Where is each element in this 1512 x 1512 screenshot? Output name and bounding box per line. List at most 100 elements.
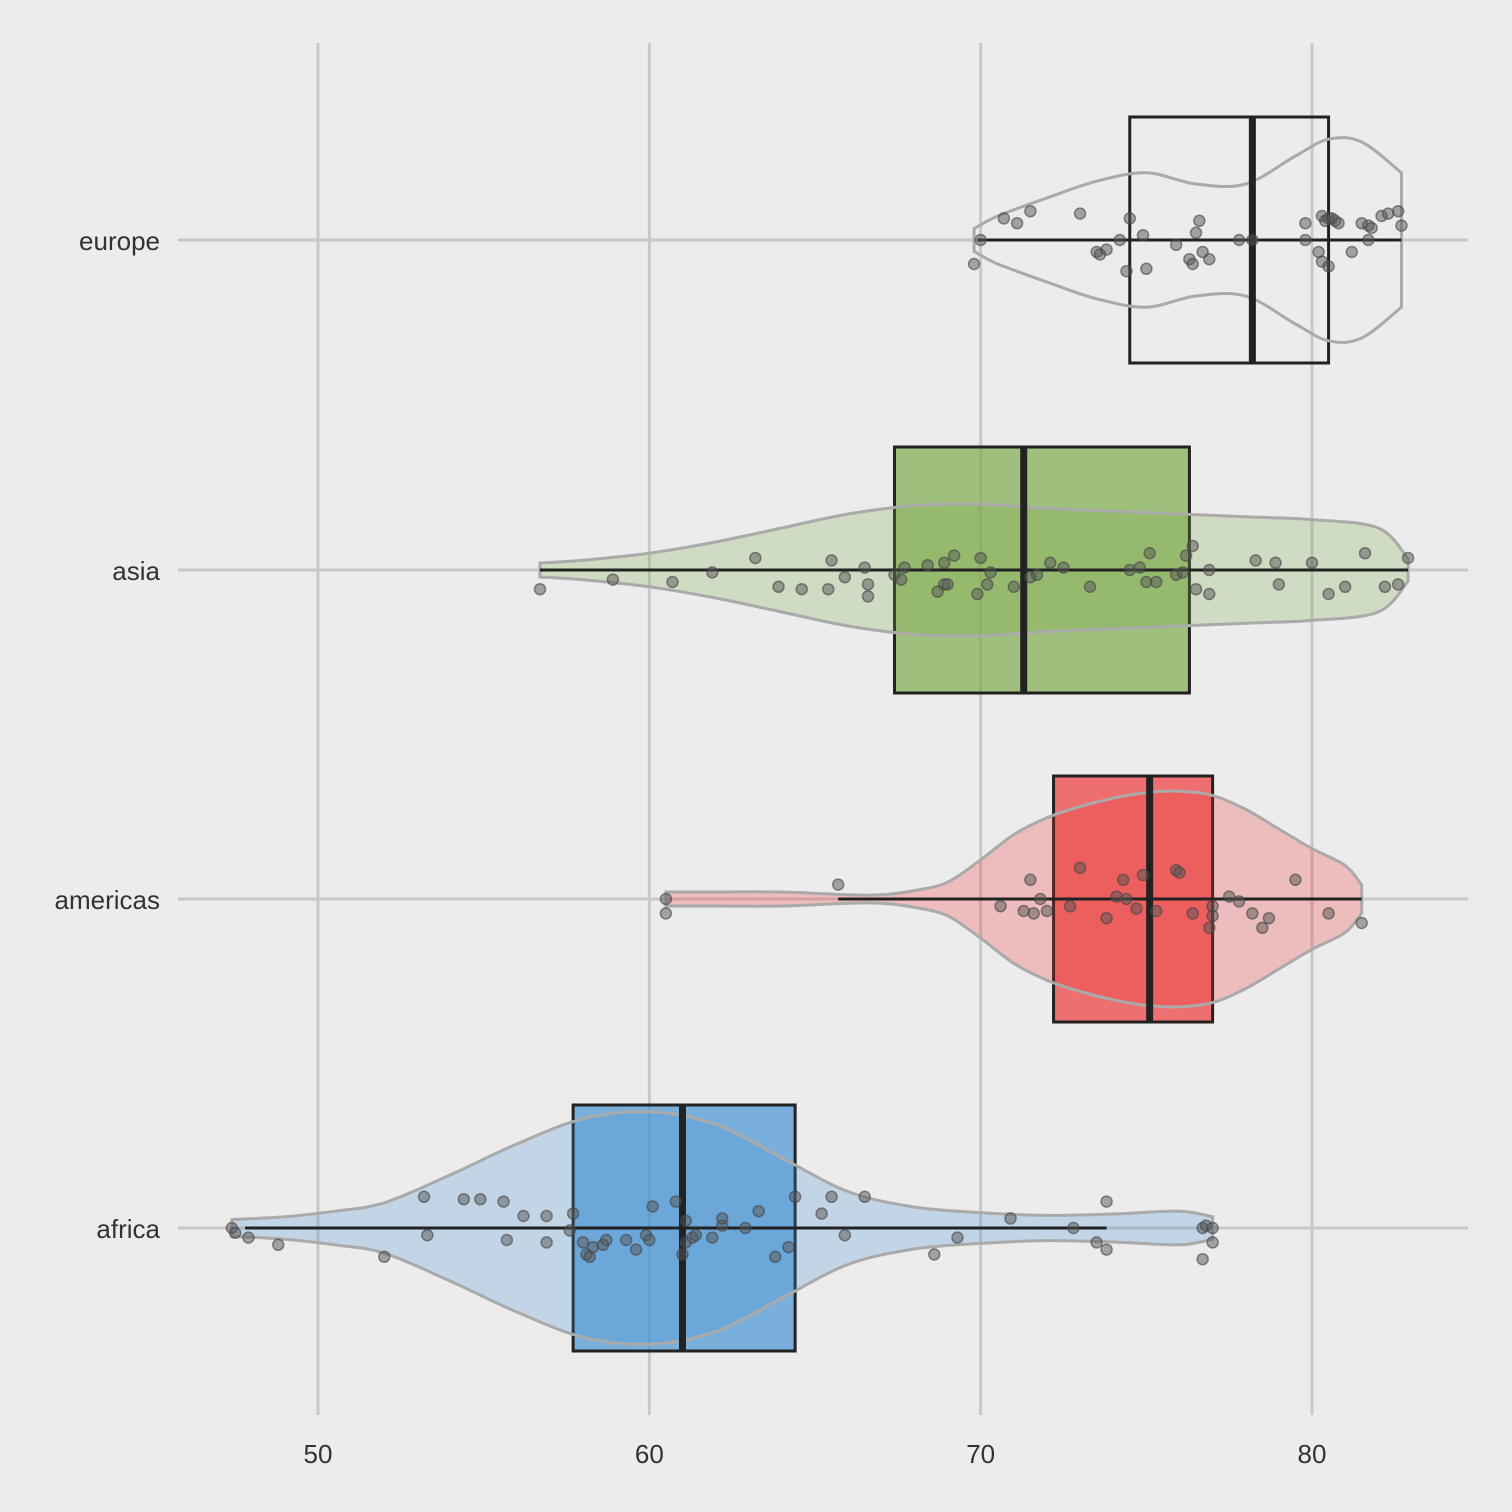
point-asia-11 <box>861 590 875 603</box>
point-europe-16 <box>1186 257 1199 271</box>
point-africa-1 <box>228 1226 242 1240</box>
point-europe-30 <box>1322 260 1335 273</box>
point-asia-51 <box>1378 580 1392 594</box>
point-africa-28 <box>676 1248 689 1261</box>
point-africa-45 <box>928 1248 941 1261</box>
point-americas-24 <box>1222 890 1236 903</box>
point-europe-21 <box>1232 233 1246 247</box>
y-tick-label-africa: africa <box>96 1214 160 1244</box>
point-europe-24 <box>1299 216 1312 230</box>
axis-labels: 50 60 70 80 europe asia americas africa <box>55 226 1327 1469</box>
point-americas-7 <box>1034 892 1047 906</box>
point-europe-1 <box>974 233 987 247</box>
point-europe-33 <box>1332 216 1345 230</box>
point-americas-29 <box>1289 873 1302 887</box>
point-asia-47 <box>1305 556 1319 570</box>
point-africa-6 <box>421 1228 434 1242</box>
point-asia-2 <box>666 575 679 589</box>
point-europe-5 <box>1073 207 1087 220</box>
point-americas-30 <box>1322 907 1335 920</box>
point-europe-42 <box>1395 219 1408 232</box>
point-asia-43 <box>1203 587 1216 601</box>
point-africa-46 <box>951 1231 964 1244</box>
point-africa-38 <box>768 1250 782 1264</box>
point-europe-38 <box>1365 221 1378 235</box>
point-asia-12 <box>861 578 875 591</box>
point-africa-32 <box>689 1228 702 1242</box>
group-europe <box>967 115 1408 365</box>
point-asia-32 <box>1123 563 1137 577</box>
point-africa-41 <box>815 1207 828 1220</box>
point-asia-23 <box>974 551 987 565</box>
y-tick-label-americas: americas <box>55 885 160 915</box>
point-asia-29 <box>1043 556 1057 570</box>
point-asia-50 <box>1358 546 1372 560</box>
point-americas-20 <box>1186 907 1199 920</box>
point-europe-8 <box>1100 243 1113 256</box>
point-africa-9 <box>497 1195 510 1208</box>
point-europe-14 <box>1169 238 1183 252</box>
point-americas-5 <box>1024 873 1037 887</box>
point-asia-20 <box>941 578 954 591</box>
point-europe-11 <box>1123 212 1137 225</box>
point-americas-3 <box>994 899 1007 913</box>
point-asia-46 <box>1272 578 1286 591</box>
point-africa-12 <box>540 1236 553 1249</box>
point-europe-2 <box>997 212 1011 225</box>
point-europe-3 <box>1010 216 1024 230</box>
point-africa-7 <box>457 1192 471 1206</box>
violin-europe <box>972 136 1403 344</box>
point-asia-45 <box>1269 556 1282 570</box>
point-africa-50 <box>1100 1243 1113 1256</box>
point-africa-5 <box>417 1190 431 1204</box>
point-americas-10 <box>1073 861 1087 875</box>
x-tick-label-80: 80 <box>1298 1439 1327 1469</box>
point-americas-8 <box>1040 904 1054 918</box>
point-asia-39 <box>1179 549 1193 562</box>
point-africa-42 <box>825 1190 838 1204</box>
point-europe-4 <box>1024 204 1037 218</box>
point-africa-33 <box>706 1231 719 1244</box>
point-europe-0 <box>967 257 981 271</box>
point-asia-24 <box>981 578 994 591</box>
x-tick-label-60: 60 <box>635 1439 664 1469</box>
point-asia-44 <box>1249 554 1262 567</box>
point-americas-19 <box>1173 866 1186 879</box>
point-asia-4 <box>749 551 762 565</box>
point-asia-31 <box>1083 580 1097 594</box>
point-africa-25 <box>643 1233 656 1247</box>
point-africa-23 <box>629 1243 643 1256</box>
point-asia-53 <box>1401 551 1415 565</box>
point-europe-41 <box>1391 204 1405 218</box>
point-africa-19 <box>586 1240 600 1254</box>
point-asia-36 <box>1150 575 1163 589</box>
point-americas-1 <box>659 892 673 906</box>
point-asia-48 <box>1322 587 1335 601</box>
point-americas-31 <box>1355 916 1368 930</box>
point-africa-4 <box>378 1250 391 1264</box>
point-asia-35 <box>1143 546 1156 560</box>
point-africa-51 <box>1100 1195 1113 1208</box>
point-asia-40 <box>1186 539 1199 553</box>
point-americas-13 <box>1116 873 1130 887</box>
point-africa-40 <box>788 1190 802 1204</box>
point-asia-16 <box>921 558 934 572</box>
point-asia-7 <box>822 582 835 596</box>
point-americas-4 <box>1017 904 1030 918</box>
point-africa-48 <box>1067 1221 1080 1235</box>
point-europe-40 <box>1381 207 1395 220</box>
point-asia-10 <box>858 561 871 574</box>
point-asia-1 <box>606 573 620 586</box>
point-americas-21 <box>1203 921 1216 935</box>
point-africa-35 <box>715 1212 729 1225</box>
point-americas-0 <box>659 907 673 920</box>
point-africa-13 <box>540 1209 553 1223</box>
point-africa-37 <box>752 1204 765 1218</box>
group-africa <box>225 1103 1219 1353</box>
point-asia-33 <box>1133 561 1146 574</box>
point-americas-25 <box>1232 895 1246 908</box>
point-africa-47 <box>1004 1212 1017 1225</box>
point-africa-21 <box>600 1233 613 1247</box>
point-asia-21 <box>947 549 961 562</box>
